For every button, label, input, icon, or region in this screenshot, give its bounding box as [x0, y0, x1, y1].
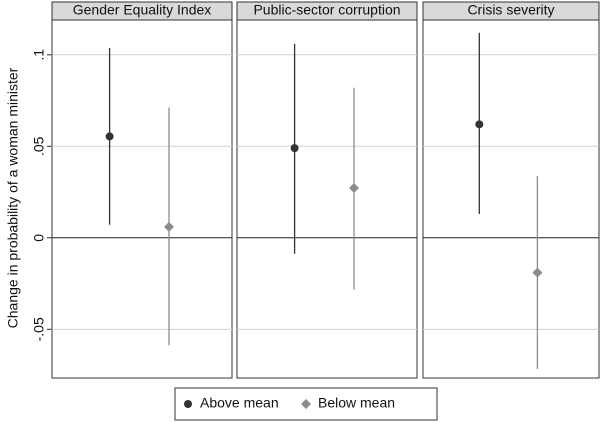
legend-label: Above mean	[200, 395, 279, 411]
legend-marker	[184, 400, 192, 408]
legend-label: Below mean	[318, 395, 395, 411]
panel	[422, 19, 600, 379]
panel-title: Public-sector corruption	[253, 2, 400, 18]
point	[475, 120, 484, 129]
point	[349, 183, 359, 194]
y-tick-label: .1	[31, 49, 47, 61]
point	[290, 144, 299, 153]
legend-marker	[301, 399, 311, 409]
point	[164, 221, 174, 232]
panel-title: Gender Equality Index	[73, 2, 212, 18]
y-tick-label: 0	[31, 234, 47, 242]
y-tick-label: -.05	[31, 317, 47, 341]
panel	[236, 19, 418, 379]
point	[532, 267, 543, 278]
y-axis-label: Change in probability of a woman ministe…	[5, 67, 21, 328]
panel	[51, 19, 233, 379]
point	[105, 132, 114, 141]
y-tick-label: .05	[31, 136, 47, 156]
panel-title: Crisis severity	[467, 2, 554, 18]
